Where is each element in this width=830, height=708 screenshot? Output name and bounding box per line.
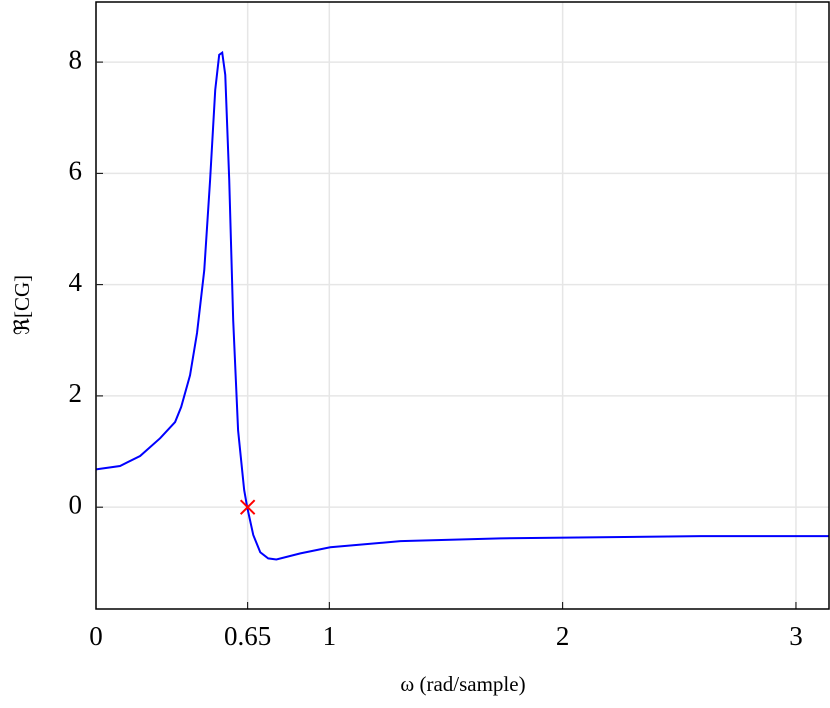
plot-frame	[95, 1, 830, 610]
x-tick-label: 3	[789, 621, 803, 651]
x-tick-label: 1	[323, 621, 337, 651]
highlight-marker	[239, 499, 256, 515]
y-axis-label: ℜ[CG]	[10, 275, 34, 335]
x-tick-label: 0.65	[224, 621, 271, 651]
y-tick-label: 0	[69, 489, 83, 519]
x-tick-label: 0	[89, 621, 103, 651]
y-tick-label: 4	[69, 267, 83, 297]
y-tick-label: 6	[69, 156, 83, 186]
y-tick-label: 2	[69, 378, 83, 408]
y-tick-label: 8	[69, 44, 83, 74]
data-line	[95, 50, 829, 561]
x-axis-label: ω (rad/sample)	[400, 672, 525, 696]
x-tick-label: 2	[556, 621, 570, 651]
